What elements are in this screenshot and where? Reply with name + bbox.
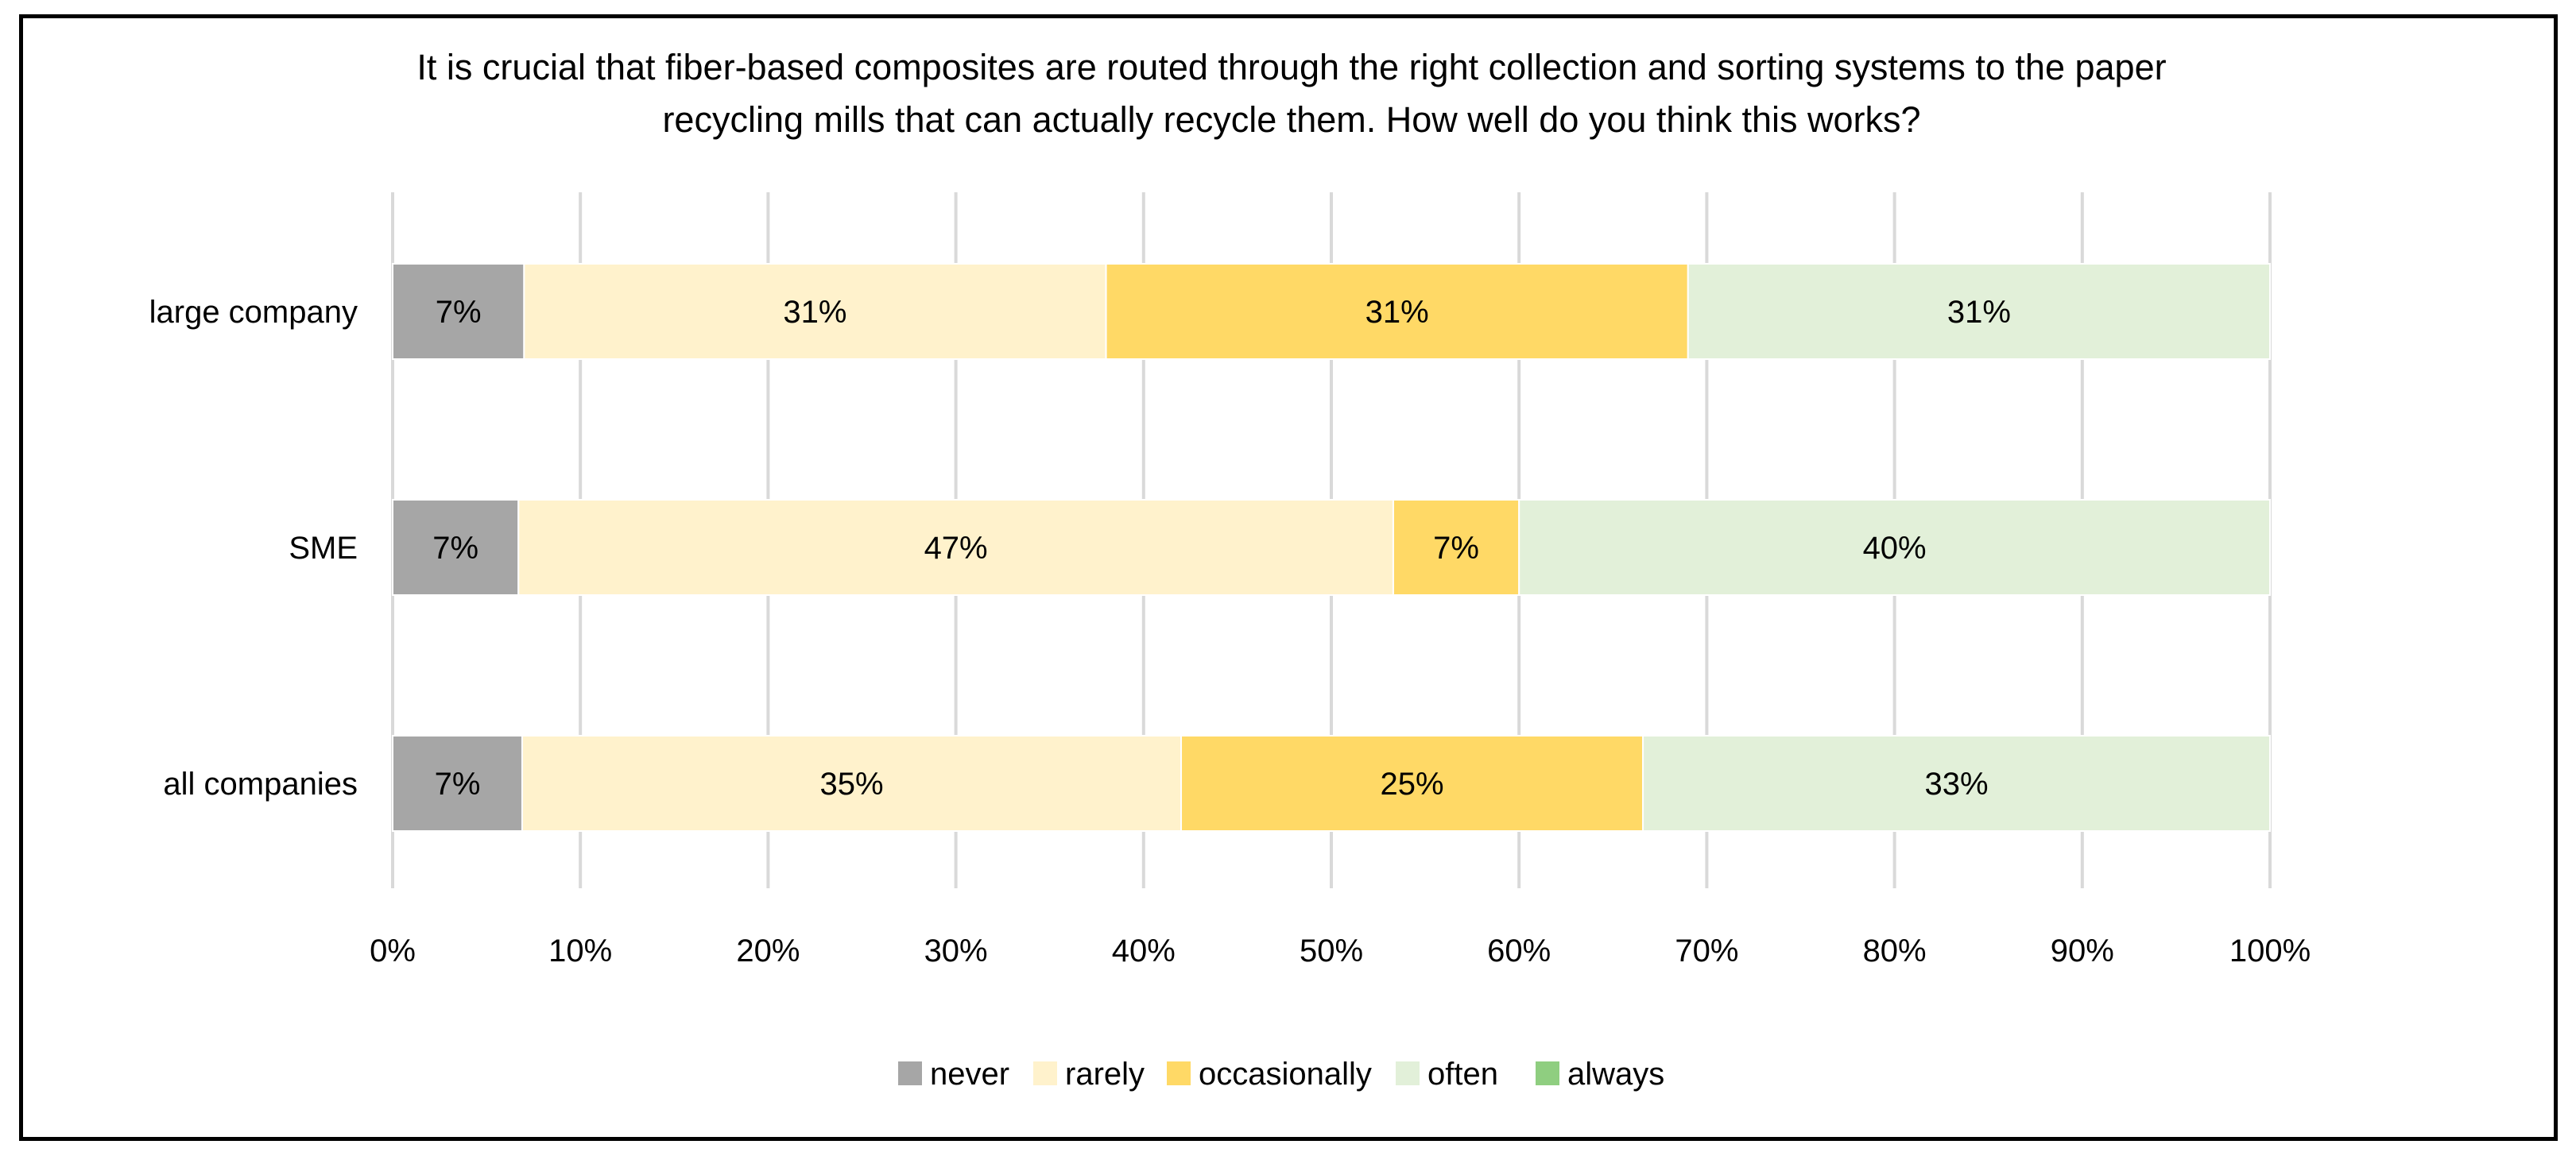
data-label-sme-never: 7% <box>432 531 478 566</box>
x-tick-label-50: 50% <box>1300 934 1363 968</box>
data-label-all-companies-occasionally: 25% <box>1381 767 1444 802</box>
data-label-all-companies-rarely: 35% <box>819 767 883 802</box>
legend-swatch-rarely <box>1033 1061 1057 1085</box>
x-tick-label-90: 90% <box>2051 934 2114 968</box>
bar-all-companies-never <box>392 735 523 832</box>
category-axis-labels: large company SME all companies <box>149 295 358 802</box>
chart-title: It is crucial that fiber-based composite… <box>416 47 2166 140</box>
category-label-all-companies: all companies <box>163 767 358 802</box>
data-label-sme-occasionally: 7% <box>1433 531 1479 566</box>
x-tick-label-30: 30% <box>924 934 988 968</box>
x-tick-label-20: 20% <box>736 934 800 968</box>
bar-sme-never <box>392 499 520 596</box>
bar-all-companies-rarely <box>521 735 1183 832</box>
data-label-large-company-often: 31% <box>1947 295 2011 330</box>
bar-sme-often <box>1518 499 2271 596</box>
bar-large-company-occasionally <box>1105 263 1689 360</box>
category-label-sme: SME <box>289 531 358 566</box>
x-tick-label-40: 40% <box>1112 934 1176 968</box>
legend-label-often: often <box>1427 1057 1498 1092</box>
chart-title-line-1: It is crucial that fiber-based composite… <box>416 47 2166 87</box>
data-label-large-company-never: 7% <box>436 295 482 330</box>
bar-large-company-often <box>1687 263 2271 360</box>
data-label-all-companies-often: 33% <box>1925 767 1989 802</box>
chart-title-line-2: recycling mills that can actually recycl… <box>662 99 1920 140</box>
data-labels: 7% 31% 31% 31% 7% 47% 7% 40% 7% 35% 25% 33% <box>432 295 2011 802</box>
x-tick-label-80: 80% <box>1863 934 1927 968</box>
bar-all-companies-occasionally <box>1180 735 1644 832</box>
x-tick-label-60: 60% <box>1487 934 1551 968</box>
legend-swatch-occasionally <box>1167 1061 1191 1085</box>
bar-large-company-never <box>392 263 525 360</box>
legend-label-never: never <box>930 1057 1009 1092</box>
x-tick-label-100: 100% <box>2229 934 2311 968</box>
x-tick-label-70: 70% <box>1675 934 1738 968</box>
category-label-large-company: large company <box>149 295 358 330</box>
data-label-large-company-occasionally: 31% <box>1365 295 1429 330</box>
legend-label-rarely: rarely <box>1065 1057 1145 1092</box>
x-tick-label-0: 0% <box>370 934 416 968</box>
value-axis-tick-labels: 0% 10% 20% 30% 40% 50% 60% 70% 80% 90% 100% <box>370 934 2311 968</box>
bar-large-company-rarely <box>523 263 1107 360</box>
legend-swatch-always <box>1536 1061 1559 1085</box>
legend-swatch-never <box>898 1061 922 1085</box>
data-label-all-companies-never: 7% <box>435 767 481 802</box>
bar-sme-rarely <box>517 499 1394 596</box>
legend: never rarely occasionally often always <box>898 1057 1664 1092</box>
bar-all-companies-often <box>1642 735 2272 832</box>
legend-swatch-often <box>1396 1061 1420 1085</box>
data-label-large-company-rarely: 31% <box>783 295 846 330</box>
x-tick-label-10: 10% <box>548 934 612 968</box>
data-label-sme-rarely: 47% <box>924 531 988 566</box>
legend-label-occasionally: occasionally <box>1199 1057 1372 1092</box>
data-label-sme-often: 40% <box>1863 531 1927 566</box>
bars <box>392 263 2272 832</box>
legend-label-always: always <box>1567 1057 1664 1092</box>
